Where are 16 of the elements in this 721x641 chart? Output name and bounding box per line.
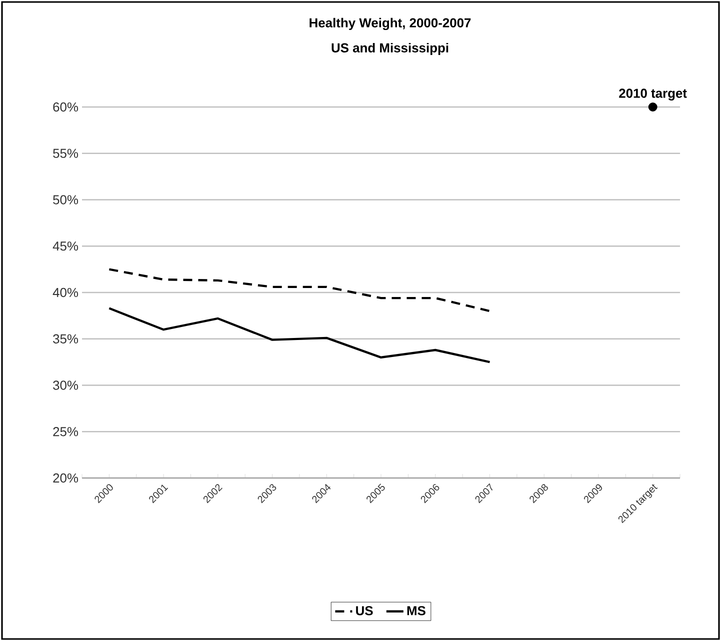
y-tick-label: 40% <box>52 288 78 298</box>
y-tick-label: 55% <box>53 148 78 158</box>
y-tick-label: 50% <box>53 195 78 204</box>
legend-label: MS <box>407 606 426 616</box>
y-tick-label: 45% <box>52 242 78 251</box>
y-tick-label: 35% <box>53 334 78 344</box>
y-tick-label: 60% <box>53 102 78 112</box>
line-series <box>108 307 491 364</box>
series-label: 2010 target <box>619 88 687 100</box>
line-series <box>108 268 491 312</box>
chart-subtitle: US and Mississippi <box>332 42 448 56</box>
chart-title: Healthy Weight, 2000-2007 <box>310 18 471 30</box>
y-tick-label: 25% <box>53 427 78 436</box>
y-tick-label: 20% <box>53 473 78 483</box>
y-tick-label: 30% <box>53 380 78 390</box>
legend-label: US <box>356 606 373 616</box>
